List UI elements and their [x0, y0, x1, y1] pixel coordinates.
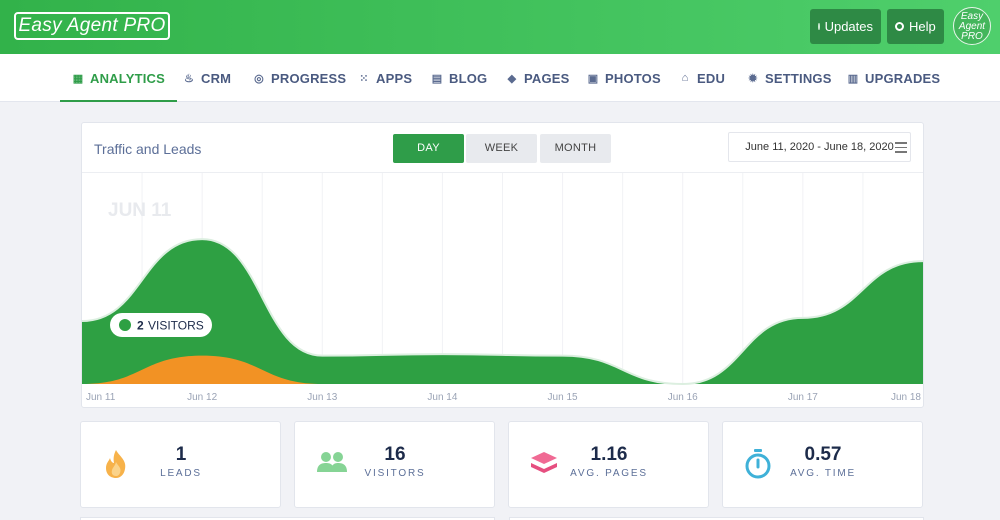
nav-label: EDU [697, 70, 726, 86]
stat-value: 16 [384, 444, 406, 465]
nav-label: APPS [376, 70, 413, 86]
stat-label: LEADS [160, 468, 202, 479]
tooltip-label: VISITORS [148, 319, 204, 333]
nav-item-crm[interactable]: ♨ CRM [183, 54, 231, 102]
chart-title: Traffic and Leads [94, 141, 202, 157]
tab-week[interactable]: WEEK [466, 134, 537, 163]
stat-value: 1.16 [590, 444, 628, 465]
tooltip-dot [119, 319, 131, 331]
nav-item-progress[interactable]: ◎ PROGRESS [253, 54, 346, 102]
stat-value: 1 [175, 444, 187, 465]
store-icon: ▥ [847, 72, 859, 85]
tab-month[interactable]: MONTH [540, 134, 611, 163]
help-circle-icon [895, 22, 904, 31]
help-button[interactable]: Help [887, 9, 944, 44]
nav-label: PAGES [524, 70, 570, 86]
spiral-icon: ◎ [254, 72, 264, 85]
nav-item-pages[interactable]: ◆ PAGES [506, 54, 570, 102]
stat-card-leads: 1 LEADS [80, 421, 281, 508]
apps-grid-icon: ⁙ [359, 72, 369, 85]
newspaper-icon: ▤ [431, 72, 443, 85]
logo[interactable]: Easy Agent PRO [14, 12, 170, 40]
nav-label: ANALYTICS [90, 70, 165, 86]
stat-card-avg-time: 0.57 AVG. TIME [722, 421, 923, 508]
tab-day[interactable]: DAY [393, 134, 464, 163]
x-tick-label: Jun 11 [86, 392, 116, 403]
help-label: Help [909, 19, 936, 34]
divider [82, 172, 923, 173]
stat-label: AVG. TIME [790, 468, 856, 479]
institution-icon: ⌂ [681, 72, 689, 84]
tooltip-value: 2 [137, 319, 144, 333]
top-bar: Easy Agent PRO Updates Help Easy Agent P… [0, 0, 1000, 54]
leads-area [82, 355, 923, 384]
stat-label: VISITORS [364, 468, 426, 479]
x-tick-label: Jun 15 [548, 392, 578, 403]
layers-icon: ◆ [507, 72, 517, 85]
stopwatch-icon [745, 449, 771, 479]
stat-card-avg-pages: 1.16 AVG. PAGES [508, 421, 709, 508]
updates-button[interactable]: Updates [810, 9, 881, 44]
camera-icon: ▣ [587, 72, 599, 85]
nav-label: PHOTOS [605, 70, 661, 86]
nav-item-photos[interactable]: ▣ PHOTOS [587, 54, 661, 102]
visitors-line [82, 238, 923, 386]
stat-label: AVG. PAGES [570, 468, 648, 479]
date-watermark: JUN 11 [108, 200, 172, 221]
nav-label: PROGRESS [271, 70, 347, 86]
stat-card-visitors: 16 VISITORS [294, 421, 495, 508]
dot-icon [818, 23, 820, 30]
traffic-chart-card: Traffic and Leads DAY WEEK MONTH June 11… [81, 122, 924, 408]
layers-icon [531, 452, 557, 473]
nav-label: UPGRADES [865, 70, 941, 86]
x-tick-label: Jun 14 [427, 392, 457, 403]
traffic-area-chart: JUN 11 Jun 11 Jun 12 Jun 13 Jun 14 Jun 15 Jun… [82, 173, 923, 403]
visitors-area [82, 239, 923, 384]
gear-icon: ✹ [748, 72, 758, 85]
nav-item-settings[interactable]: ✹ SETTINGS [747, 54, 832, 102]
nav-item-analytics[interactable]: ▦ ANALYTICS [60, 54, 177, 102]
lower-card-right [509, 517, 924, 520]
x-tick-label: Jun 18 [891, 392, 921, 403]
nav-item-apps[interactable]: ⁙ APPS [358, 54, 412, 102]
date-range-text: June 11, 2020 - June 18, 2020 [745, 141, 894, 153]
nav-label: SETTINGS [765, 70, 832, 86]
x-tick-label: Jun 17 [788, 392, 818, 403]
tooltip-bg [110, 313, 212, 337]
nav-item-edu[interactable]: ⌂ EDU [679, 54, 725, 102]
grid-icon: ▦ [72, 72, 84, 85]
nav-item-blog[interactable]: ▤ BLOG [431, 54, 487, 102]
flame-icon [106, 450, 126, 478]
main-nav: ▦ ANALYTICS ♨ CRM ◎ PROGRESS ⁙ APPS ▤ BL… [0, 54, 1000, 102]
x-tick-label: Jun 16 [668, 392, 698, 403]
users-icon [317, 452, 347, 472]
x-axis-ticks: Jun 11 Jun 12 Jun 13 Jun 14 Jun 15 Jun 16 Jun … [86, 392, 921, 403]
flame-icon: ♨ [183, 72, 195, 85]
menu-icon[interactable] [895, 142, 907, 156]
nav-label: BLOG [449, 70, 488, 86]
updates-label: Updates [824, 19, 873, 34]
lower-card-left [80, 517, 495, 520]
x-tick-label: Jun 13 [307, 392, 337, 403]
stat-value: 0.57 [804, 444, 842, 465]
nav-label: CRM [201, 70, 232, 86]
visitors-tooltip: 2 VISITORS [110, 313, 212, 337]
nav-item-upgrades[interactable]: ▥ UPGRADES [847, 54, 940, 102]
x-tick-label: Jun 12 [187, 392, 217, 403]
avatar[interactable]: Easy Agent PRO [953, 7, 991, 45]
date-range-picker[interactable]: June 11, 2020 - June 18, 2020 [728, 132, 911, 162]
